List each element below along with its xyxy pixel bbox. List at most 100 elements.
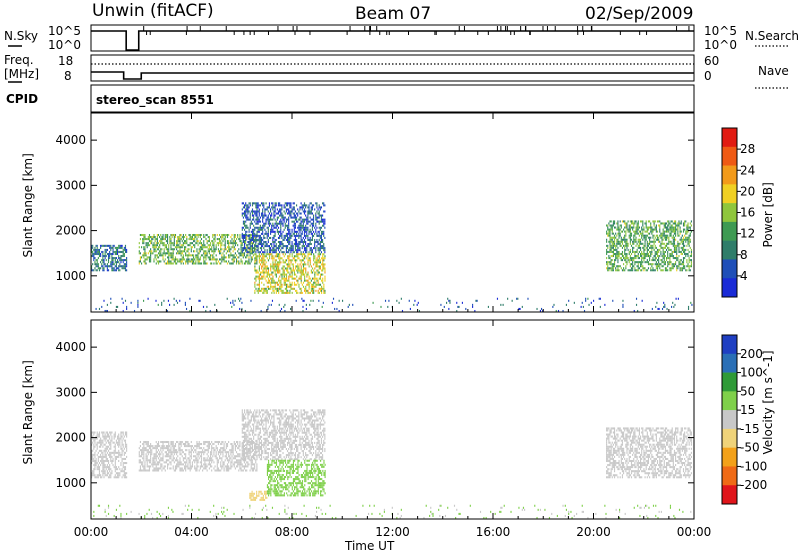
power-pixel [281,204,282,206]
power-pixel [224,254,225,256]
power-pixel [246,254,247,256]
power-pixel [657,255,658,257]
power-pixel [263,251,264,253]
power-pixel [270,274,271,276]
power-pixel [319,255,320,257]
power-pixel [613,255,614,257]
velocity-pixel [169,445,170,447]
power-pixel [675,235,676,237]
velocity-pixel [97,476,98,478]
velocity-pixel [168,445,169,447]
power-pixel [245,239,246,241]
velocity-pixel [143,443,144,445]
velocity-pixel [126,462,127,464]
power-pixel [273,215,274,217]
power-pixel [148,242,149,244]
power-pixel [207,234,208,236]
power-pixel [507,298,508,300]
power-pixel [240,240,241,242]
velocity-pixel [185,457,186,459]
power-pixel [119,265,120,267]
power-pixel [267,257,268,259]
velocity-pixel [92,450,93,452]
noise-sky-label: N.Sky [4,29,38,43]
power-pixel [244,223,245,225]
power-pixel [258,235,259,237]
power-pixel [259,219,260,221]
power-pixel [324,292,325,294]
power-pixel [275,233,276,235]
power-pixel [231,234,232,236]
power-pixel [214,240,215,242]
power-pixel [278,202,279,204]
power-pixel [261,241,262,243]
power-pixel [230,302,231,304]
power-pixel [672,227,673,229]
power-pixel [98,265,99,267]
power-pixel [632,227,633,229]
power-pixel [103,267,104,269]
power-pixel [313,247,314,249]
power-pixel [220,246,221,248]
power-pixel [645,241,646,243]
power-pixel [148,244,149,246]
velocity-pixel [99,466,100,468]
power-pixel [621,253,622,255]
power-pixel [225,256,226,258]
power-pixel [272,229,273,231]
velocity-pixel [96,464,97,466]
power-pixel [201,242,202,244]
power-pixel [212,234,213,236]
power-pixel [306,304,307,306]
power-pixel [227,240,228,242]
power-pixel [309,259,310,261]
power-pixel [617,222,618,224]
power-pixel [290,267,291,269]
power-pixel [213,258,214,260]
power-pixel [659,267,660,269]
power-pixel [645,235,646,237]
power-pixel [167,236,168,238]
velocity-pixel [99,474,100,476]
power-pixel [322,288,323,290]
velocity-pixel [118,450,119,452]
velocity-pixel [168,447,169,449]
velocity-pixel [124,474,125,476]
power-pixel [616,249,617,251]
power-pixel [626,227,627,229]
power-pixel [192,254,193,256]
power-pixel [320,274,321,276]
power-pixel [178,252,179,254]
power-pixel [288,237,289,239]
velocity-pixel [102,458,103,460]
power-pixel [101,265,102,267]
velocity-pixel [147,455,148,457]
power-pixel [292,272,293,274]
power-pixel [276,274,277,276]
velocity-pixel [175,443,176,445]
power-pixel [279,204,280,206]
power-pixel [680,267,681,269]
velocity-pixel [159,461,160,463]
velocity-pixel [153,469,154,471]
power-pixel [282,219,283,221]
power-pixel [102,267,103,269]
velocity-pixel [155,457,156,459]
power-pixel [625,239,626,241]
power-pixel [313,204,314,206]
power-pixel [302,204,303,206]
power-pixel [622,259,623,261]
power-pixel [311,286,312,288]
power-pixel [606,231,607,233]
velocity-pixel [92,458,93,460]
power-pixel [663,255,664,257]
power-pixel [275,231,276,233]
power-pixel [259,221,260,223]
power-pixel [680,261,681,263]
power-pixel [203,242,204,244]
power-pixel [665,255,666,257]
power-pixel [687,241,688,243]
velocity-pixel [173,451,174,453]
power-pixel [287,292,288,294]
power-pixel [623,257,624,259]
